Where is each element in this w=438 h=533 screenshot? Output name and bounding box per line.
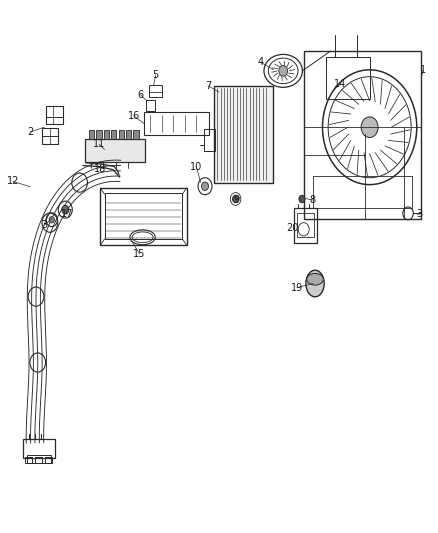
Bar — [46, 106, 63, 124]
Text: 7: 7 — [205, 81, 211, 91]
Text: 4: 4 — [258, 58, 264, 67]
Bar — [144, 112, 208, 135]
Bar — [45, 457, 52, 463]
Text: 9: 9 — [233, 195, 240, 205]
Circle shape — [279, 66, 288, 76]
Bar — [96, 130, 102, 140]
Bar — [104, 130, 109, 140]
Bar — [22, 439, 55, 458]
Bar — [100, 188, 187, 245]
Bar — [304, 51, 421, 219]
Bar — [126, 130, 131, 140]
Bar — [35, 457, 42, 463]
Circle shape — [49, 216, 54, 223]
Text: 3: 3 — [417, 209, 423, 220]
Circle shape — [361, 117, 378, 138]
Bar — [89, 130, 94, 140]
Text: 18: 18 — [94, 164, 106, 174]
Text: 16: 16 — [128, 111, 140, 121]
Bar — [119, 130, 124, 140]
Bar — [214, 86, 273, 182]
Text: 3: 3 — [41, 220, 47, 230]
Bar — [42, 128, 58, 144]
Bar — [25, 457, 32, 463]
Bar — [105, 193, 182, 239]
Bar — [85, 140, 145, 162]
Text: 8: 8 — [310, 195, 316, 205]
Bar — [111, 130, 117, 140]
Text: 19: 19 — [290, 283, 303, 293]
Bar — [204, 130, 215, 151]
Text: 12: 12 — [7, 176, 19, 187]
Text: 15: 15 — [133, 249, 146, 259]
Bar — [134, 130, 139, 140]
Bar — [146, 100, 155, 111]
Circle shape — [62, 205, 69, 214]
Text: 5: 5 — [152, 70, 159, 80]
Text: 11: 11 — [93, 139, 105, 149]
Text: 2: 2 — [27, 127, 34, 137]
Bar — [326, 56, 370, 99]
Bar — [297, 213, 314, 237]
Ellipse shape — [307, 273, 323, 285]
Circle shape — [299, 195, 305, 203]
Bar — [149, 85, 162, 98]
Circle shape — [233, 195, 239, 203]
Text: 20: 20 — [286, 223, 299, 233]
Bar — [27, 455, 51, 463]
Text: 6: 6 — [138, 90, 144, 100]
Text: 14: 14 — [334, 79, 346, 89]
Ellipse shape — [306, 270, 324, 297]
Circle shape — [201, 182, 208, 190]
Text: 1: 1 — [420, 65, 427, 75]
Text: 17: 17 — [61, 209, 73, 220]
Text: 10: 10 — [190, 161, 202, 172]
Bar — [294, 208, 317, 243]
